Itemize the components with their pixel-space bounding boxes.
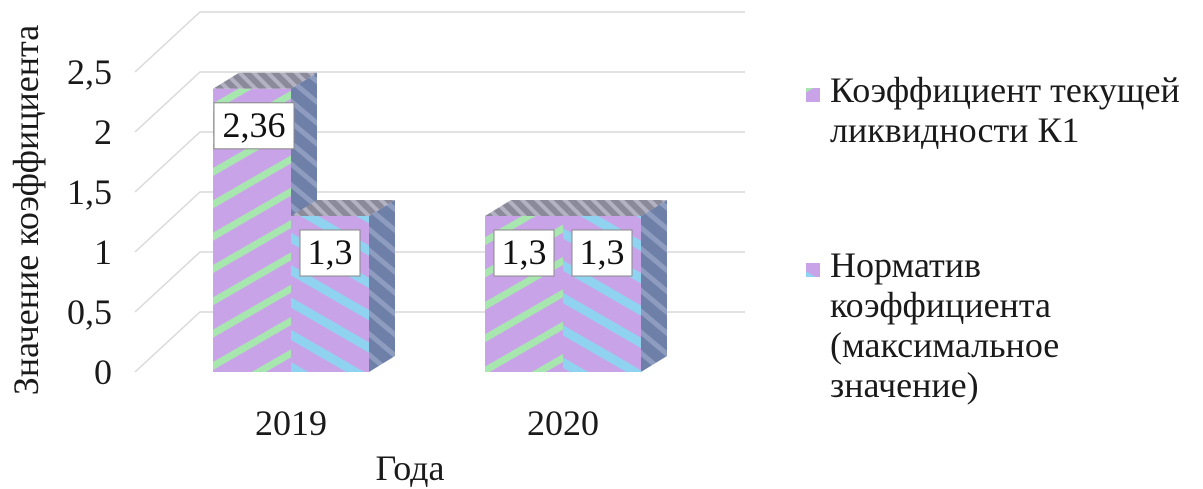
- bar-side: [369, 200, 395, 372]
- x-axis-title: Года: [376, 448, 445, 488]
- data-label: 1,3: [580, 232, 625, 272]
- x-tick-label: 2019: [255, 403, 327, 443]
- bar-side: [641, 200, 667, 372]
- y-tick-label: 2,5: [67, 52, 112, 92]
- y-tick-label: 1,5: [67, 172, 112, 212]
- legend-label: Норматив: [830, 245, 981, 285]
- y-tick-label: 0,5: [67, 292, 112, 332]
- legend-label: (максимальное: [830, 325, 1059, 365]
- data-label: 1,3: [308, 232, 353, 272]
- y-tick-label: 0: [94, 352, 112, 392]
- legend-swatch: [806, 88, 820, 102]
- legend-swatch: [806, 263, 820, 277]
- legend-label: коэффициента: [830, 285, 1051, 325]
- gridline: [135, 12, 745, 72]
- y-tick-label: 2: [94, 112, 112, 152]
- legend-label: Коэффициент текущей: [830, 70, 1180, 110]
- x-tick-label: 2020: [527, 403, 599, 443]
- data-label: 1,3: [502, 232, 547, 272]
- data-label: 2,36: [223, 105, 286, 145]
- legend-label: ликвидности К1: [830, 110, 1079, 150]
- legend-label: значение): [830, 365, 979, 405]
- y-axis-title: Значение коэффициента: [6, 25, 46, 395]
- y-tick-label: 1: [94, 232, 112, 272]
